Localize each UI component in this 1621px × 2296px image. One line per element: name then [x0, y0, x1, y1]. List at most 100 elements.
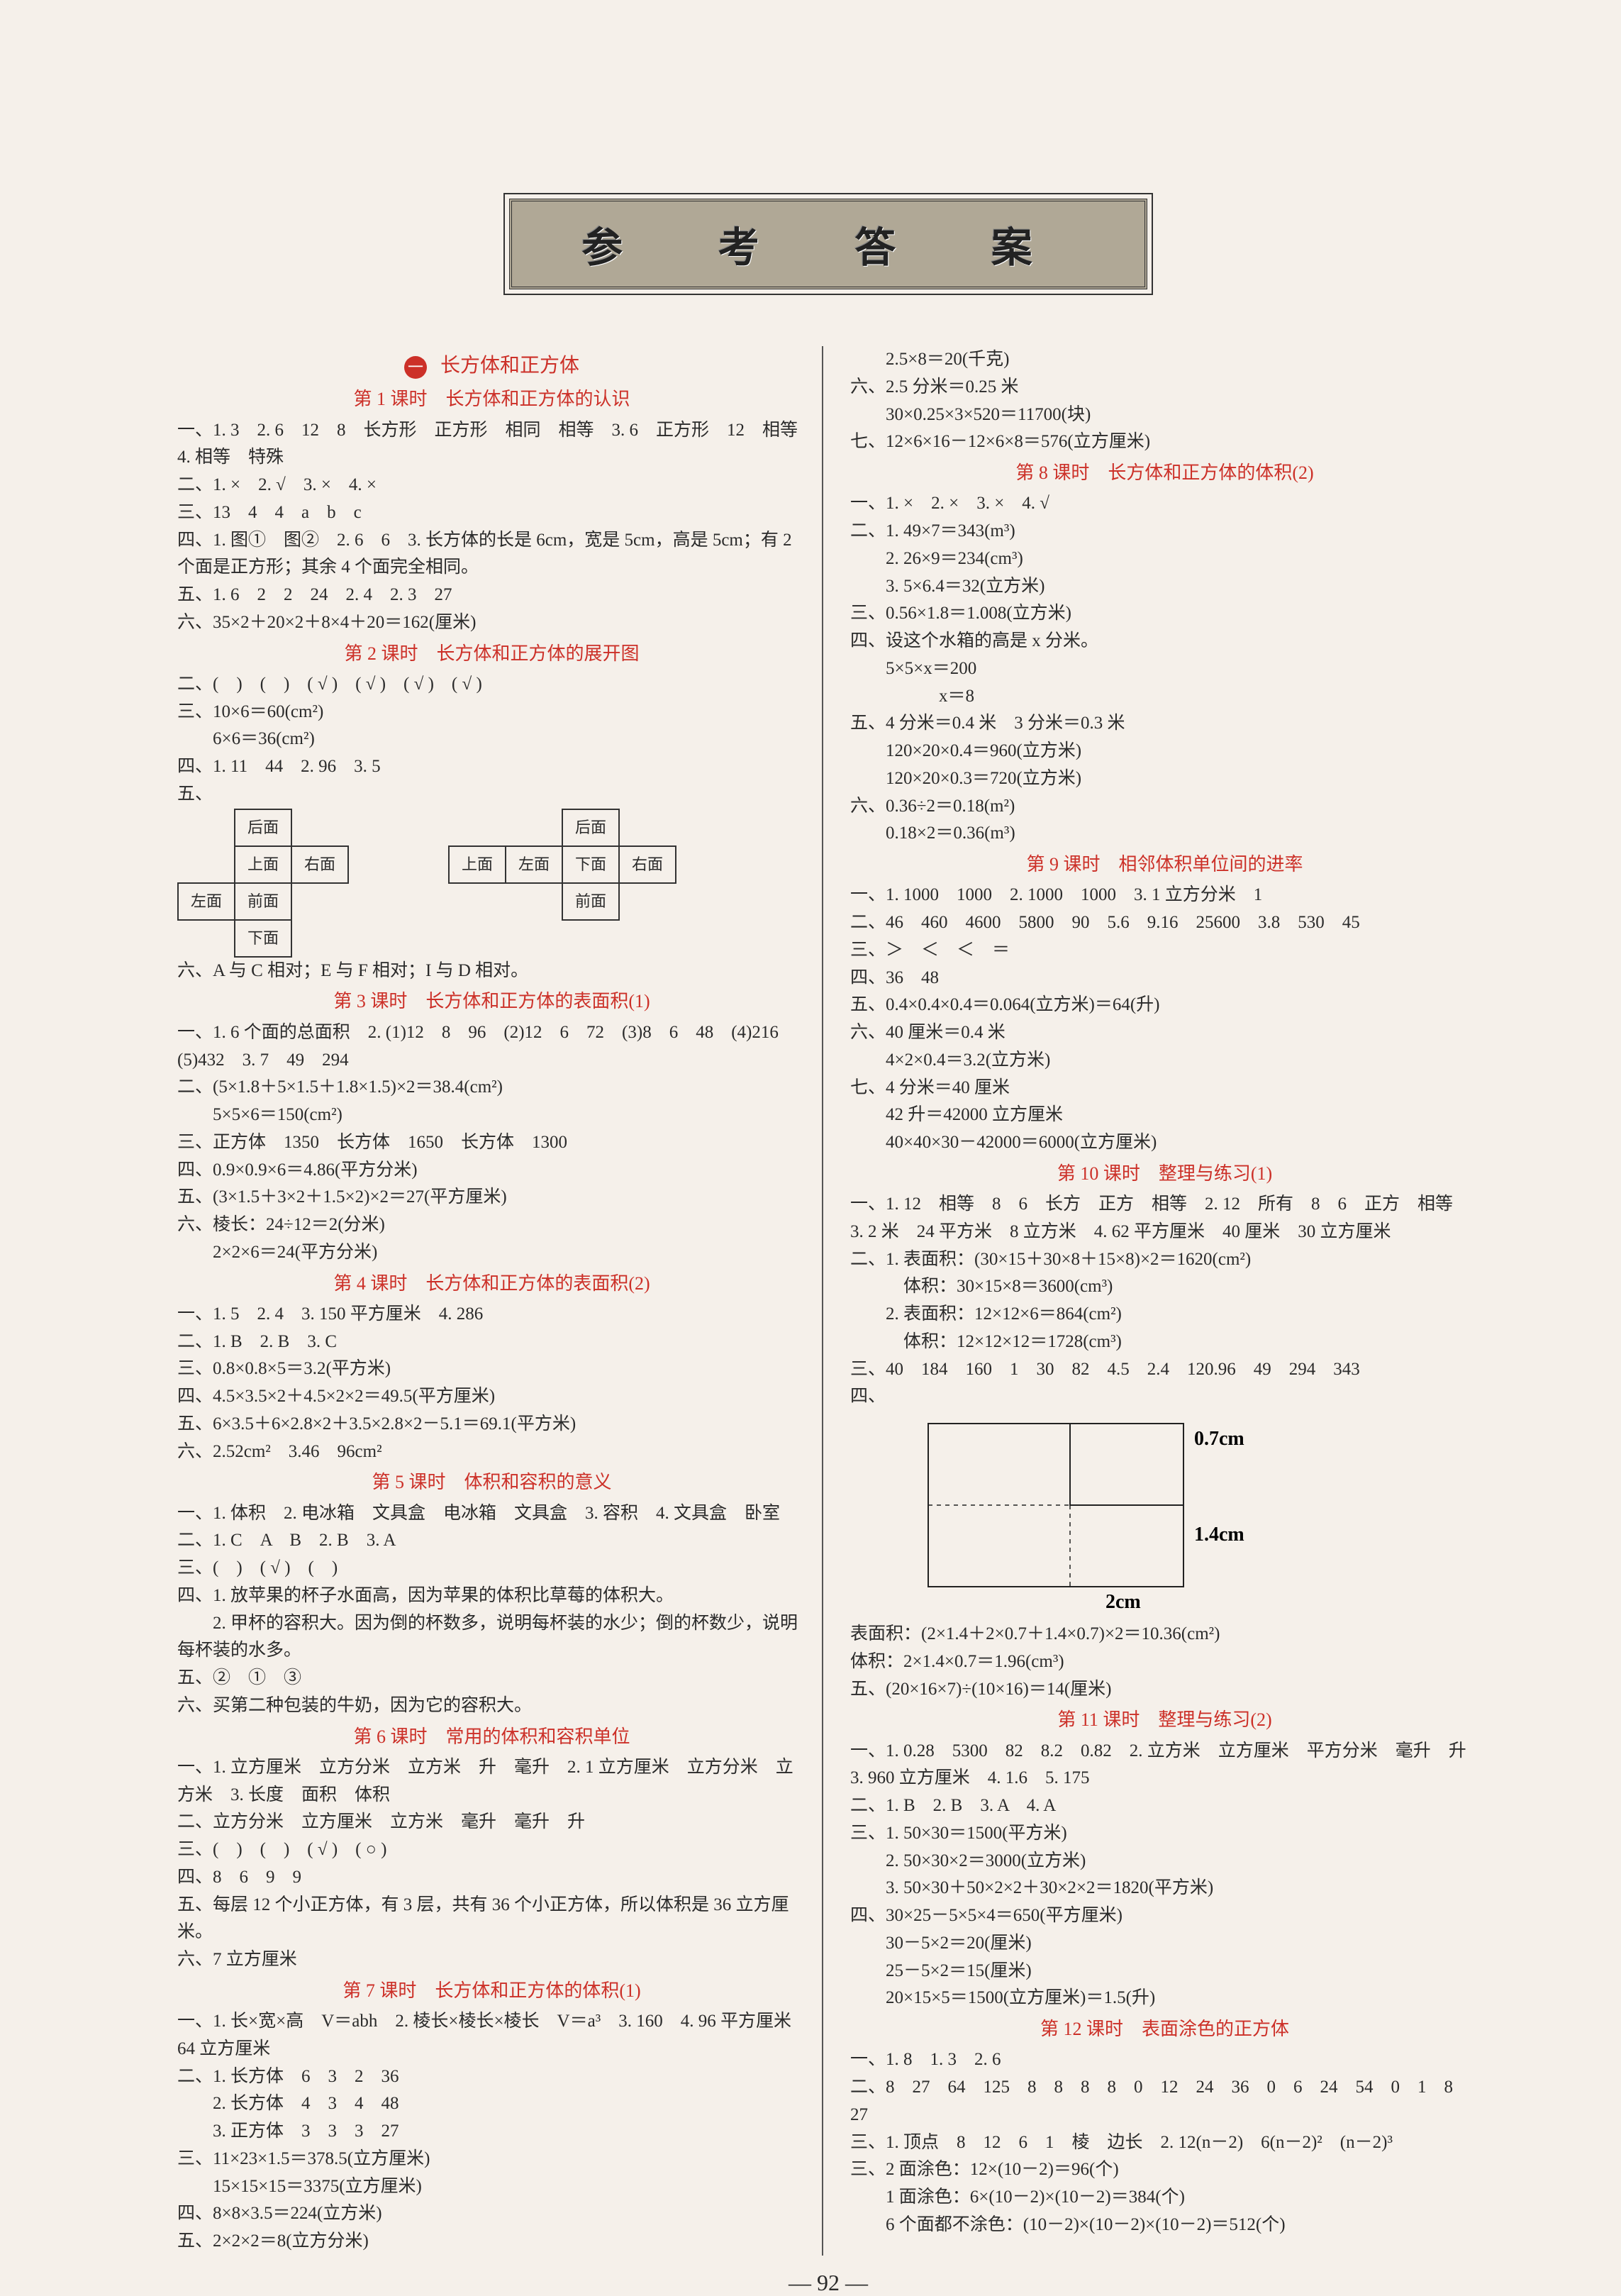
- rectangle-diagram: 0.7cm 1.4cm 2cm: [921, 1416, 1479, 1615]
- answer-line: 三、( ) ( √ ) ( ): [177, 1555, 806, 1582]
- lesson-4-title: 第 4 课时 长方体和正方体的表面积(2): [177, 1270, 806, 1298]
- answer-line: 五、1. 6 2 2 24 2. 4 2. 3 27: [177, 582, 806, 609]
- answer-line: 42 升＝42000 立方厘米: [850, 1102, 1479, 1129]
- answer-line: 2. 甲杯的容积大。因为倒的杯数多，说明每杯装的水少；倒的杯数少，说明每杯装的水…: [177, 1610, 806, 1665]
- answer-line: 一、1. 立方厘米 立方分米 立方米 升 毫升 2. 1 立方厘米 立方分米 立…: [177, 1754, 806, 1809]
- answer-line: 四、0.9×0.9×6＝4.86(平方分米): [177, 1157, 806, 1185]
- answer-line: 20×15×5＝1500(立方厘米)＝1.5(升): [850, 1985, 1479, 2012]
- answer-line: 六、2.5 分米＝0.25 米: [850, 374, 1479, 401]
- rect-svg: 0.7cm 1.4cm 2cm: [921, 1416, 1290, 1615]
- answer-line: 15×15×15＝3375(立方厘米): [177, 2173, 806, 2201]
- answer-line: 六、40 厘米＝0.4 米: [850, 1019, 1479, 1047]
- answer-line: 3. 50×30＋50×2×2＋30×2×2＝1820(平方米): [850, 1875, 1479, 1902]
- lesson-9-title: 第 9 课时 相邻体积单位间的进率: [850, 850, 1479, 879]
- answer-line: 四、8 6 9 9: [177, 1864, 806, 1892]
- answer-line: 二、1. 表面积：(30×15＋30×8＋15×8)×2＝1620(cm²): [850, 1246, 1479, 1274]
- answer-line: 三、40 184 160 1 30 82 4.5 2.4 120.96 49 2…: [850, 1356, 1479, 1384]
- answer-line: 2. 长方体 4 3 4 48: [177, 2090, 806, 2118]
- unit-1-label: 长方体和正方体: [440, 355, 579, 377]
- content-columns: 一 长方体和正方体 第 1 课时 长方体和正方体的认识 一、1. 3 2. 6 …: [177, 346, 1479, 2256]
- answer-line: 0.18×2＝0.36(m³): [850, 820, 1479, 848]
- unit-number-badge: 一: [404, 356, 427, 379]
- answer-line: 四、36 48: [850, 965, 1479, 992]
- net-cell: 右面: [291, 846, 348, 883]
- net-cell: 后面: [235, 809, 291, 846]
- answer-line: 四、1. 放苹果的杯子水面高，因为苹果的体积比草莓的体积大。: [177, 1582, 806, 1610]
- answer-line: 2.5×8＝20(千克): [850, 346, 1479, 374]
- answer-line: 三、2 面涂色：12×(10－2)＝96(个): [850, 2156, 1479, 2184]
- inner-rect: [1070, 1424, 1183, 1505]
- answer-line: 3. 5×6.4＝32(立方米): [850, 573, 1479, 601]
- answer-line: 七、12×6×16－12×6×8＝576(立方厘米): [850, 428, 1479, 456]
- answer-line: 三、11×23×1.5＝378.5(立方厘米): [177, 2146, 806, 2173]
- header-title: 参 考 答 案: [581, 225, 1075, 271]
- label-0-7cm: 0.7cm: [1194, 1428, 1244, 1450]
- answer-line: 一、1. 8 1. 3 2. 6: [850, 2046, 1479, 2074]
- answer-line: 一、1. 1000 1000 2. 1000 1000 3. 1 立方分米 1: [850, 882, 1479, 909]
- answer-line: 三、0.56×1.8＝1.008(立方米): [850, 600, 1479, 628]
- label-1-4cm: 1.4cm: [1194, 1524, 1244, 1546]
- answer-line: 3. 正方体 3 3 3 27: [177, 2118, 806, 2146]
- lesson-1-title: 第 1 课时 长方体和正方体的认识: [177, 385, 806, 414]
- answer-line: 六、7 立方厘米: [177, 1946, 806, 1974]
- answer-line: 四、30×25－5×5×4＝650(平方厘米): [850, 1902, 1479, 1930]
- answer-line: 四、设这个水箱的高是 x 分米。: [850, 628, 1479, 655]
- answer-line: 三、( ) ( ) ( √ ) ( ○ ): [177, 1836, 806, 1864]
- answer-line: 三、13 4 4 a b c: [177, 499, 806, 527]
- right-column: 2.5×8＝20(千克) 六、2.5 分米＝0.25 米 30×0.25×3×5…: [845, 346, 1479, 2256]
- answer-line: 二、1. × 2. √ 3. × 4. ×: [177, 472, 806, 499]
- answer-line: 体积：12×12×12＝1728(cm³): [850, 1329, 1479, 1356]
- answer-line: 四、8×8×3.5＝224(立方米): [177, 2200, 806, 2228]
- answer-line: 四、1. 图① 图② 2. 6 6 3. 长方体的长是 6cm，宽是 5cm，高…: [177, 527, 806, 582]
- net-cell: 下面: [235, 920, 291, 957]
- answer-line: 一、1. 0.28 5300 82 8.2 0.82 2. 立方米 立方厘米 平…: [850, 1738, 1479, 1793]
- answer-line: 五、0.4×0.4×0.4＝0.064(立方米)＝64(升): [850, 992, 1479, 1019]
- net-cell: 后面: [562, 809, 619, 846]
- answer-line: 三、0.8×0.8×5＝3.2(平方米): [177, 1355, 806, 1383]
- answer-line: x＝8: [850, 683, 1479, 711]
- answer-line: 一、1. 长×宽×高 V＝abh 2. 棱长×棱长×棱长 V＝a³ 3. 160…: [177, 2008, 806, 2063]
- answer-line: 二、1. B 2. B 3. C: [177, 1329, 806, 1356]
- answer-line: 6×6＝36(cm²): [177, 726, 806, 753]
- answer-line: 30－5×2＝20(厘米): [850, 1930, 1479, 1958]
- net-cell: 前面: [562, 883, 619, 920]
- header-banner: 参 考 答 案: [509, 199, 1147, 289]
- answer-line: 二、1. 49×7＝343(m³): [850, 518, 1479, 545]
- answer-line: 2. 表面积：12×12×6＝864(cm²): [850, 1301, 1479, 1329]
- answer-line: 120×20×0.4＝960(立方米): [850, 738, 1479, 765]
- net-cell: 左面: [506, 846, 562, 883]
- lesson-6-title: 第 6 课时 常用的体积和容积单位: [177, 1723, 806, 1751]
- answer-line: 五、(20×16×7)÷(10×16)＝14(厘米): [850, 1676, 1479, 1704]
- answer-line: 六、棱长：24÷12＝2(分米): [177, 1211, 806, 1239]
- answer-line: 5×5×6＝150(cm²): [177, 1102, 806, 1129]
- net-cell: 上面: [449, 846, 506, 883]
- answer-line: 一、1. × 2. × 3. × 4. √: [850, 490, 1479, 518]
- answer-line: 五、2×2×2＝8(立方分米): [177, 2228, 806, 2256]
- answer-line: 五、4 分米＝0.4 米 3 分米＝0.3 米: [850, 710, 1479, 738]
- net-diagrams: 后面 上面右面 左面前面 下面 后面 上面左面下面右面 前面: [177, 809, 806, 958]
- net-cell: 右面: [619, 846, 676, 883]
- label-2cm: 2cm: [1105, 1591, 1141, 1613]
- lesson-10-title: 第 10 课时 整理与练习(1): [850, 1160, 1479, 1188]
- answer-line: 四、4.5×3.5×2＋4.5×2×2＝49.5(平方厘米): [177, 1383, 806, 1411]
- answer-line: 二、1. B 2. B 3. A 4. A: [850, 1792, 1479, 1820]
- answer-line: 1 面涂色：6×(10－2)×(10－2)＝384(个): [850, 2184, 1479, 2212]
- answer-line: 三、1. 50×30＝1500(平方米): [850, 1820, 1479, 1848]
- answer-line: 三、10×6＝60(cm²): [177, 699, 806, 726]
- answer-line: 六、买第二种包装的牛奶，因为它的容积大。: [177, 1692, 806, 1720]
- lesson-5-title: 第 5 课时 体积和容积的意义: [177, 1468, 806, 1497]
- answer-line: 二、立方分米 立方厘米 立方米 毫升 毫升 升: [177, 1809, 806, 1836]
- answer-line: 四、1. 11 44 2. 96 3. 5: [177, 753, 806, 781]
- lesson-7-title: 第 7 课时 长方体和正方体的体积(1): [177, 1977, 806, 2005]
- answer-line: 五、6×3.5＋6×2.8×2＋3.5×2.8×2－5.1＝69.1(平方米): [177, 1411, 806, 1438]
- answer-line: 表面积：(2×1.4＋2×0.7＋1.4×0.7)×2＝10.36(cm²): [850, 1621, 1479, 1648]
- answer-line: 一、1. 3 2. 6 12 8 长方形 正方形 相同 相等 3. 6 正方形 …: [177, 417, 806, 472]
- lesson-8-title: 第 8 课时 长方体和正方体的体积(2): [850, 459, 1479, 487]
- answer-line: 体积：30×15×8＝3600(cm³): [850, 1273, 1479, 1301]
- answer-line: 二、46 460 4600 5800 90 5.6 9.16 25600 3.8…: [850, 909, 1479, 937]
- answer-line: 二、8 27 64 125 8 8 8 8 0 12 24 36 0 6 24 …: [850, 2074, 1479, 2129]
- answer-line: 二、1. C A B 2. B 3. A: [177, 1527, 806, 1555]
- answer-line: 五、每层 12 个小正方体，有 3 层，共有 36 个小正方体，所以体积是 36…: [177, 1892, 806, 1947]
- answer-line: 六、0.36÷2＝0.18(m²): [850, 793, 1479, 821]
- answer-line: 4×2×0.4＝3.2(立方米): [850, 1047, 1479, 1075]
